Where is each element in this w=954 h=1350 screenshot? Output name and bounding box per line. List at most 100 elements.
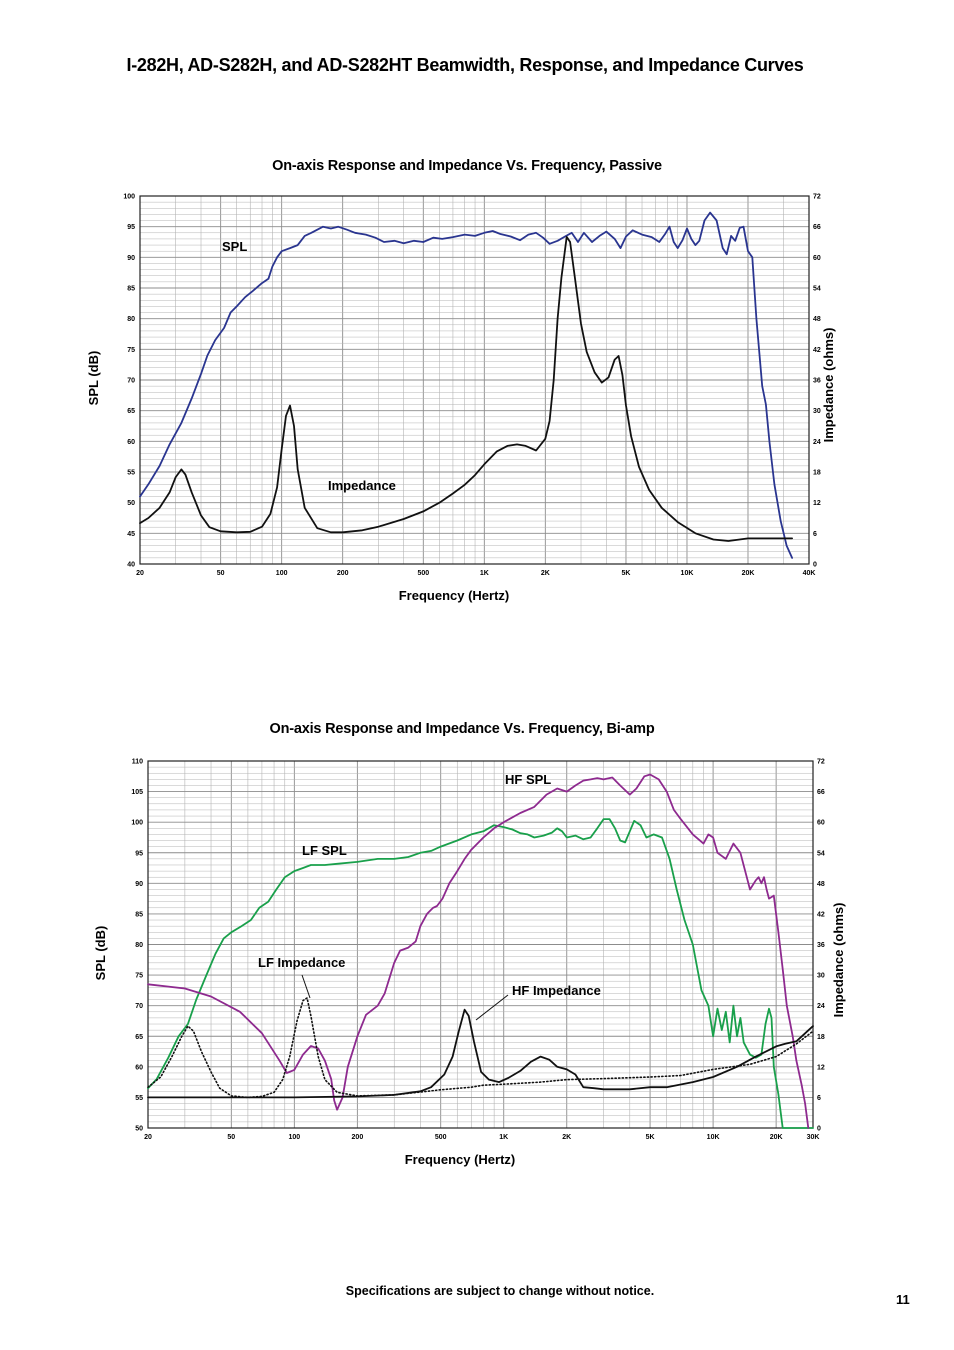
y2-tick-label: 30: [813, 408, 821, 415]
x-tick-label: 5K: [621, 570, 630, 577]
y2-tick-label: 72: [813, 194, 821, 201]
y2-tick-label: 66: [817, 789, 825, 796]
y-axis-label: SPL (dB): [86, 351, 101, 406]
y-tick-label: 45: [127, 531, 135, 538]
x-tick-label: 2K: [562, 1134, 571, 1141]
x-tick-label: 1K: [499, 1134, 508, 1141]
grid: [148, 761, 813, 1128]
x-tick-label: 100: [289, 1134, 301, 1141]
y-tick-label: 80: [135, 942, 143, 949]
x-tick-label: 100: [276, 570, 288, 577]
y-tick-label: 55: [135, 1095, 143, 1102]
annotation-lf-impedance: LF Impedance: [258, 955, 345, 970]
y2-tick-label: 18: [813, 470, 821, 477]
page-title: I-282H, AD-S282H, and AD-S282HT Beamwidt…: [126, 55, 804, 75]
annotation-leader: [475, 994, 509, 1021]
x-tick-label: 10K: [707, 1134, 720, 1141]
y-tick-label: 85: [135, 911, 143, 918]
x-tick-label: 2K: [541, 570, 550, 577]
footer-note: Specifications are subject to change wit…: [345, 1284, 655, 1298]
x-tick-label: 500: [417, 570, 429, 577]
x-tick-label: 500: [435, 1134, 447, 1141]
x-tick-label: 50: [227, 1134, 235, 1141]
x-tick-label: 10K: [681, 570, 694, 577]
x-tick-label: 20K: [770, 1134, 783, 1141]
y-tick-label: 85: [127, 286, 135, 293]
y-tick-label: 40: [127, 562, 135, 569]
annotation-hf-impedance: HF Impedance: [512, 983, 601, 998]
series-line-impedance: [139, 236, 793, 542]
y-tick-label: 90: [135, 881, 143, 888]
y2-tick-label: 42: [817, 911, 825, 918]
series-line-spl: [139, 211, 793, 559]
x-tick-label: 20K: [742, 570, 755, 577]
y2-tick-label: 12: [813, 500, 821, 507]
y-tick-label: 100: [131, 820, 143, 827]
y-tick-label: 70: [127, 378, 135, 385]
y-tick-label: 65: [127, 408, 135, 415]
annotation-leader: [301, 974, 311, 999]
chart-title-biamp: On-axis Response and Impedance Vs. Frequ…: [269, 721, 655, 737]
y2-tick-label: 0: [813, 562, 817, 569]
chart-title-passive: On-axis Response and Impedance Vs. Frequ…: [272, 158, 662, 174]
x-tick-label: 20: [144, 1134, 152, 1141]
x-tick-label: 20: [136, 570, 144, 577]
y-tick-label: 60: [127, 439, 135, 446]
y2-tick-label: 24: [817, 1003, 825, 1010]
y-tick-label: 80: [127, 316, 135, 323]
y-tick-label: 55: [127, 470, 135, 477]
biamp-response-chart: 20 50 100 200 500 1K 2K 5K 10K 20K 30K505560657075…: [93, 759, 846, 1168]
x-tick-label: 30K: [807, 1134, 820, 1141]
y2-tick-label: 48: [813, 316, 821, 323]
y2-tick-label: 6: [813, 531, 817, 538]
y-tick-label: 50: [135, 1126, 143, 1133]
x-tick-label: 200: [352, 1134, 364, 1141]
y-tick-label: 50: [127, 500, 135, 507]
y-tick-label: 100: [123, 194, 135, 201]
y2-axis-label: Impedance (ohms): [831, 903, 846, 1018]
plot-frame: [147, 760, 814, 1129]
y2-tick-label: 12: [817, 1064, 825, 1071]
y2-tick-label: 54: [813, 286, 821, 293]
y2-tick-label: 42: [813, 347, 821, 354]
annotation-impedance: Impedance: [328, 478, 396, 493]
y2-tick-label: 60: [817, 820, 825, 827]
x-tick-label: 200: [337, 570, 349, 577]
y-axis-label: SPL (dB): [93, 926, 108, 981]
plot-frame: [139, 195, 810, 565]
series-line-lf-spl: [147, 818, 814, 1129]
y-tick-label: 70: [135, 1003, 143, 1010]
y-tick-label: 90: [127, 255, 135, 262]
annotation-lf-spl: LF SPL: [302, 843, 347, 858]
y2-tick-label: 54: [817, 850, 825, 857]
annotation-spl: SPL: [222, 239, 247, 254]
y2-tick-label: 24: [813, 439, 821, 446]
y2-tick-label: 18: [817, 1034, 825, 1041]
x-tick-label: 50: [217, 570, 225, 577]
series-line-hf-spl: [147, 773, 810, 1129]
series-line-hf-impedance: [147, 1008, 814, 1099]
y2-tick-label: 66: [813, 224, 821, 231]
x-axis-label: Frequency (Hertz): [405, 1152, 516, 1167]
y-tick-label: 75: [127, 347, 135, 354]
y2-tick-label: 36: [813, 378, 821, 385]
y-tick-label: 75: [135, 973, 143, 980]
y2-tick-label: 36: [817, 942, 825, 949]
y-tick-label: 95: [135, 850, 143, 857]
y2-tick-label: 0: [817, 1126, 821, 1133]
y-tick-label: 105: [131, 789, 143, 796]
y2-tick-label: 6: [817, 1095, 821, 1102]
y-tick-label: 95: [127, 224, 135, 231]
y-tick-label: 110: [132, 759, 143, 766]
passive-response-chart: 20 50 100 200 500 1K 2K 5K 10K 20K 40K404550556065…: [86, 194, 836, 604]
page-number: 11: [896, 1292, 910, 1307]
x-tick-label: 5K: [646, 1134, 655, 1141]
y-tick-label: 60: [135, 1064, 143, 1071]
x-tick-label: 40K: [803, 570, 816, 577]
annotation-hf-spl: HF SPL: [505, 772, 551, 787]
x-axis-label: Frequency (Hertz): [399, 588, 510, 603]
x-tick-label: 1K: [480, 570, 489, 577]
y-tick-label: 65: [135, 1034, 143, 1041]
y2-tick-label: 48: [817, 881, 825, 888]
y2-tick-label: 30: [817, 973, 825, 980]
